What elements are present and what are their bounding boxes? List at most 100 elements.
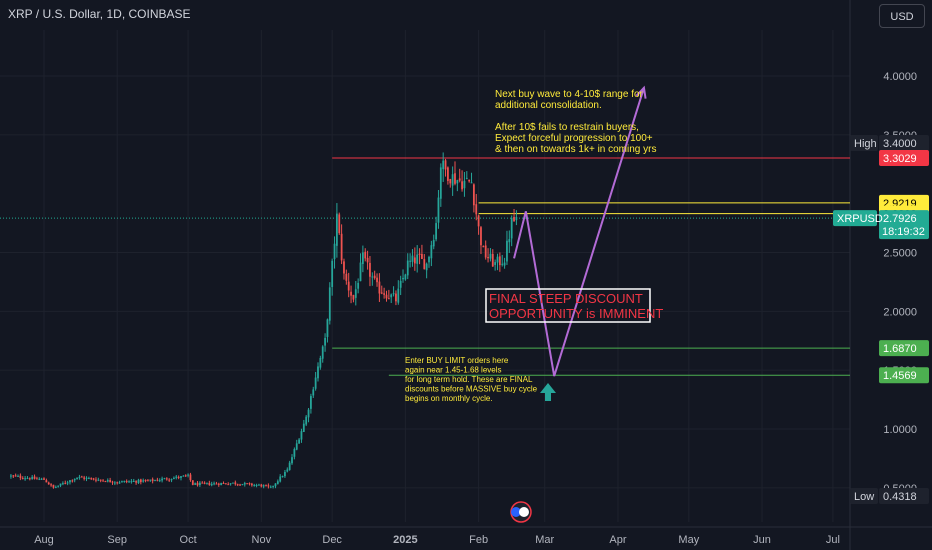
candle-body — [224, 483, 227, 485]
candle-body — [364, 251, 367, 259]
candle-body — [243, 482, 246, 485]
current-price-label — [879, 210, 929, 240]
candle-body — [326, 319, 329, 337]
candle-body — [305, 416, 308, 425]
current-price-value: 2.7926 — [883, 213, 917, 225]
candle-body — [232, 482, 234, 484]
candle-body — [265, 485, 267, 487]
x-tick-label: Jun — [753, 534, 771, 546]
chart-title: XRP / U.S. Dollar, 1D, COINBASE — [8, 7, 191, 21]
projection-path — [513, 87, 645, 377]
candle-body — [395, 293, 397, 302]
candle-body — [399, 280, 402, 288]
candle-body — [97, 479, 100, 481]
candle-body — [227, 484, 230, 486]
candle-body — [302, 423, 305, 432]
candle-body — [132, 481, 135, 483]
candle-body — [85, 477, 88, 479]
note-line: After 10$ fails to restrain buyers, — [495, 122, 639, 133]
candle-body — [125, 481, 128, 483]
candle-body — [392, 293, 395, 295]
candle-body — [338, 214, 341, 234]
candle-body — [250, 483, 253, 486]
candle-body — [239, 484, 241, 486]
candle-body — [255, 484, 258, 486]
price-label-level — [879, 340, 929, 357]
candle-body — [78, 476, 81, 478]
candle-body — [300, 431, 303, 440]
candle-body — [435, 223, 437, 240]
candle-body — [491, 253, 494, 267]
candle-body — [494, 262, 497, 265]
candle-body — [272, 485, 275, 487]
candle-body — [449, 179, 452, 184]
candle-body — [430, 245, 433, 259]
candle-body — [345, 273, 348, 281]
x-tick-label: Apr — [609, 534, 626, 546]
candle-body — [432, 240, 435, 247]
candle-body — [196, 482, 199, 486]
candle-body — [52, 484, 55, 488]
candle-body — [477, 215, 480, 227]
candle-body — [461, 181, 463, 190]
x-tick-label: May — [678, 534, 699, 546]
candle-body — [220, 483, 223, 486]
candle-body — [73, 478, 76, 481]
candle-body — [236, 484, 239, 486]
note-line: again near 1.45-1.68 levels — [405, 366, 502, 375]
candle-body — [139, 479, 142, 483]
price-label-value: 0.4318 — [883, 491, 917, 503]
candle-body — [447, 167, 449, 181]
up-arrow-icon — [540, 383, 556, 401]
candle-body — [71, 480, 74, 482]
candle-body — [421, 253, 423, 259]
candle-body — [335, 213, 338, 246]
candle-body — [17, 475, 19, 477]
candle-body — [40, 478, 43, 480]
price-label-value: 1.4569 — [883, 370, 917, 382]
candle-body — [57, 485, 60, 487]
candle-body — [258, 484, 260, 486]
candle-body — [156, 479, 159, 481]
candle-body — [371, 276, 374, 278]
currency-button[interactable]: USD — [879, 4, 925, 28]
candle-body — [142, 480, 145, 482]
y-tick-label: 4.0000 — [883, 71, 917, 83]
candle-body — [253, 484, 256, 486]
candle-body — [288, 462, 291, 470]
candle-body — [458, 178, 461, 181]
candle-body — [475, 204, 478, 215]
x-tick-label: Mar — [535, 534, 554, 546]
note-line: & then on towards 1k+ in coming yrs — [495, 144, 656, 155]
candle-body — [331, 260, 334, 287]
x-tick-label: Nov — [252, 534, 272, 546]
candle-body — [489, 253, 492, 259]
candle-body — [234, 482, 237, 485]
candle-body — [350, 291, 352, 296]
candle-body — [468, 179, 471, 182]
candle-body — [161, 478, 163, 481]
note-line: Expect forceful progression to 100+ — [495, 133, 653, 144]
candle-body — [359, 262, 362, 282]
candle-body — [463, 180, 466, 189]
candles — [10, 152, 518, 489]
candle-body — [121, 481, 123, 483]
candle-body — [416, 254, 419, 264]
candle-body — [317, 366, 319, 379]
price-axis: 0.50001.00001.50002.00002.50003.50004.00… — [883, 71, 917, 495]
candle-body — [95, 479, 97, 481]
candle-body — [106, 480, 109, 482]
countdown-value: 18:19:32 — [882, 226, 925, 238]
candle-body — [45, 480, 48, 483]
candle-body — [496, 256, 499, 263]
candle-body — [513, 217, 515, 222]
candle-body — [312, 389, 315, 396]
candle-body — [28, 478, 31, 480]
candle-body — [180, 476, 182, 478]
candle-body — [104, 481, 107, 483]
candle-body — [128, 481, 130, 483]
note-line: Enter BUY LIMIT orders here — [405, 356, 509, 365]
note-line: Next buy wave to 4-10$ range for — [495, 89, 644, 100]
